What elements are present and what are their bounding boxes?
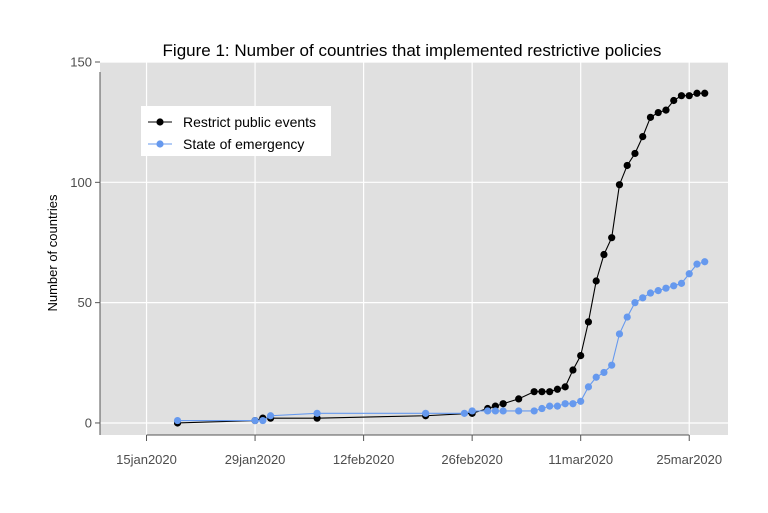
data-point xyxy=(546,388,554,396)
data-point xyxy=(553,402,562,410)
data-point xyxy=(662,284,670,292)
data-point xyxy=(515,395,523,403)
data-point xyxy=(561,400,569,408)
data-point xyxy=(569,366,577,374)
data-point xyxy=(484,407,492,415)
data-point xyxy=(569,400,577,408)
legend: Restrict public events State of emergency xyxy=(141,106,331,156)
data-point xyxy=(631,299,639,307)
data-point xyxy=(546,402,554,410)
data-point xyxy=(584,318,593,326)
y-tick-label: 150 xyxy=(70,55,92,70)
x-tick-label: 25mar2020 xyxy=(656,452,722,467)
data-point xyxy=(693,260,701,268)
data-point xyxy=(608,234,616,242)
data-point xyxy=(584,383,593,391)
data-point xyxy=(646,289,655,297)
data-point xyxy=(491,407,500,415)
data-point xyxy=(670,282,678,290)
data-point xyxy=(600,368,608,377)
data-point xyxy=(577,397,585,405)
data-point xyxy=(259,416,267,425)
chart-title: Figure 1: Number of countries that imple… xyxy=(163,41,662,60)
data-point xyxy=(499,407,507,415)
axes: 0 50 100 150 15jan2020 29jan2020 12feb2020 26fe… xyxy=(70,55,722,468)
series-line xyxy=(177,92,705,424)
legend-marker xyxy=(156,118,164,126)
data-point xyxy=(701,258,709,266)
data-point xyxy=(600,250,608,259)
data-point xyxy=(677,92,686,100)
x-tick-label: 12feb2020 xyxy=(333,452,394,467)
data-point xyxy=(685,270,693,278)
data-point xyxy=(623,313,631,321)
data-point xyxy=(460,409,468,417)
x-tick-label: 26feb2020 xyxy=(441,452,502,467)
data-point xyxy=(685,92,693,100)
data-point xyxy=(693,89,701,97)
data-point xyxy=(654,287,662,295)
data-point xyxy=(530,388,538,396)
data-point xyxy=(608,361,616,369)
grid xyxy=(100,61,728,435)
data-point xyxy=(615,330,624,338)
y-tick-label: 50 xyxy=(78,295,92,310)
data-point xyxy=(662,106,670,114)
data-point xyxy=(592,277,600,285)
x-tick-label: 11mar2020 xyxy=(548,452,613,467)
data-point xyxy=(654,108,662,117)
data-point xyxy=(639,133,647,141)
data-point xyxy=(561,383,569,391)
data-point xyxy=(251,416,259,425)
data-point xyxy=(266,412,275,420)
y-tick-label: 0 xyxy=(85,415,92,430)
series-layer xyxy=(173,89,709,427)
data-point xyxy=(639,294,647,302)
y-axis-label: Number of countries xyxy=(45,194,60,312)
data-point xyxy=(499,400,507,408)
legend-marker xyxy=(156,140,164,148)
data-point xyxy=(615,181,624,189)
data-point xyxy=(592,373,600,381)
data-point xyxy=(646,113,655,121)
data-point xyxy=(631,149,639,158)
legend-label: Restrict public events xyxy=(183,114,316,130)
x-tick-label: 15jan2020 xyxy=(116,452,177,467)
data-point xyxy=(623,161,631,170)
x-tick-label: 29jan2020 xyxy=(225,452,286,467)
data-point xyxy=(553,385,562,393)
data-point xyxy=(577,351,585,360)
legend-box xyxy=(141,106,331,156)
data-point xyxy=(677,279,686,287)
data-point xyxy=(538,404,546,413)
data-point xyxy=(313,409,321,417)
legend-label: State of emergency xyxy=(183,136,304,152)
data-point xyxy=(173,416,182,425)
series-1 xyxy=(173,258,709,425)
data-point xyxy=(701,89,709,97)
data-point xyxy=(468,407,476,415)
data-point xyxy=(670,96,678,105)
data-point xyxy=(530,407,538,415)
y-tick-label: 100 xyxy=(70,175,92,190)
data-point xyxy=(515,407,523,415)
data-point xyxy=(422,409,430,417)
data-point xyxy=(538,388,546,396)
